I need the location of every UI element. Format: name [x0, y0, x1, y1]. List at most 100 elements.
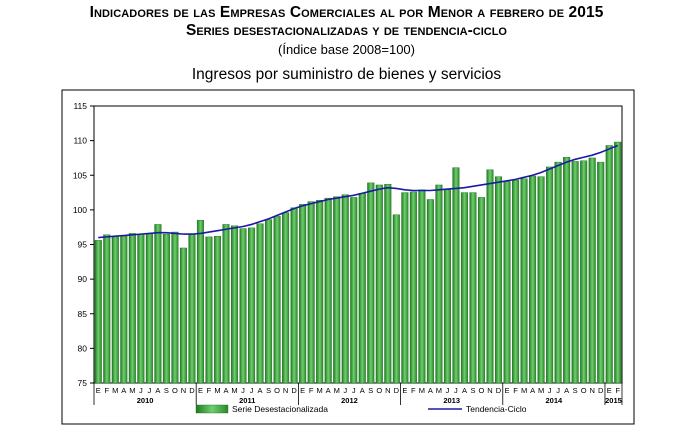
y-tick-label: 95	[78, 240, 88, 250]
month-label: N	[589, 386, 594, 395]
month-label: D	[598, 386, 604, 395]
bar	[341, 194, 349, 384]
month-label: D	[189, 386, 195, 395]
bar	[128, 233, 136, 384]
bar	[239, 228, 247, 384]
bar	[554, 161, 562, 384]
page-subtitle: Series desestacionalizadas y de tendenci…	[186, 22, 507, 39]
bar	[265, 219, 273, 384]
month-label: N	[283, 386, 288, 395]
bar	[477, 197, 486, 384]
bar	[256, 223, 264, 384]
month-label: O	[581, 386, 587, 395]
bar	[418, 189, 426, 384]
month-label: D	[394, 386, 400, 395]
y-tick-label: 100	[73, 205, 87, 215]
month-label: E	[300, 386, 305, 395]
month-label: S	[368, 386, 373, 395]
y-tick-label: 85	[78, 309, 88, 319]
bar	[563, 157, 571, 384]
month-label: J	[241, 386, 245, 395]
y-tick-label: 115	[73, 101, 87, 111]
month-label: F	[309, 386, 314, 395]
month-label: F	[513, 386, 518, 395]
month-label: E	[96, 386, 101, 395]
bar	[137, 233, 145, 384]
month-label: S	[573, 386, 578, 395]
bars-series	[94, 141, 622, 384]
month-label: E	[402, 386, 407, 395]
month-label: A	[462, 386, 467, 395]
month-label: O	[172, 386, 178, 395]
year-label: 2013	[443, 396, 460, 405]
base-note: (Índice base 2008=100)	[278, 42, 415, 57]
bar	[350, 197, 358, 384]
month-label: F	[104, 386, 109, 395]
month-label: M	[112, 386, 118, 395]
bar	[273, 215, 281, 384]
bar	[580, 160, 588, 384]
bar	[188, 234, 196, 384]
bar	[205, 236, 213, 384]
month-label: J	[556, 386, 560, 395]
month-label: F	[411, 386, 416, 395]
chart-frame	[61, 89, 635, 425]
month-label: A	[360, 386, 365, 395]
year-label: 2010	[137, 396, 154, 405]
bar	[94, 240, 102, 384]
month-label: A	[223, 386, 228, 395]
y-tick-label: 105	[73, 170, 87, 180]
bar	[614, 141, 622, 384]
bar	[179, 247, 187, 384]
bar	[230, 225, 239, 384]
bar	[375, 184, 383, 384]
month-label: O	[274, 386, 280, 395]
bar	[409, 191, 417, 384]
month-label: M	[214, 386, 220, 395]
month-label: O	[479, 386, 485, 395]
month-label: S	[266, 386, 271, 395]
bar	[503, 181, 511, 384]
chart-title: Ingresos por suministro de bienes y serv…	[191, 66, 502, 83]
bar	[299, 204, 307, 384]
month-label: J	[352, 386, 356, 395]
month-label: J	[147, 386, 151, 395]
bar	[213, 235, 222, 384]
bar	[196, 220, 204, 384]
month-label: F	[207, 386, 212, 395]
month-label: M	[538, 386, 544, 395]
bar	[546, 166, 554, 384]
month-label: E	[505, 386, 510, 395]
bar	[282, 212, 290, 384]
bar	[426, 199, 434, 384]
bar	[333, 196, 341, 384]
legend-line-label: Tendencia-Ciclo	[466, 404, 527, 414]
month-label: M	[521, 386, 527, 395]
bar	[358, 193, 366, 384]
bar	[435, 184, 443, 384]
y-tick-label: 90	[78, 274, 88, 284]
bar	[597, 161, 605, 384]
year-label: 2011	[239, 396, 255, 405]
legend-bar-swatch	[195, 404, 229, 414]
month-label: M	[419, 386, 425, 395]
bar	[537, 176, 545, 384]
month-label: E	[607, 386, 612, 395]
month-label: M	[231, 386, 237, 395]
bar	[588, 157, 596, 384]
month-label: D	[496, 386, 502, 395]
month-label: A	[155, 386, 160, 395]
bar	[307, 201, 315, 384]
month-label: A	[258, 386, 263, 395]
bar	[469, 192, 477, 384]
bar	[384, 184, 392, 384]
bar	[171, 231, 179, 384]
month-label: A	[564, 386, 569, 395]
month-label: J	[446, 386, 450, 395]
month-label: M	[129, 386, 135, 395]
bar	[460, 192, 468, 384]
month-label: E	[198, 386, 203, 395]
bar	[145, 233, 153, 384]
month-label: J	[139, 386, 143, 395]
month-label: A	[121, 386, 126, 395]
